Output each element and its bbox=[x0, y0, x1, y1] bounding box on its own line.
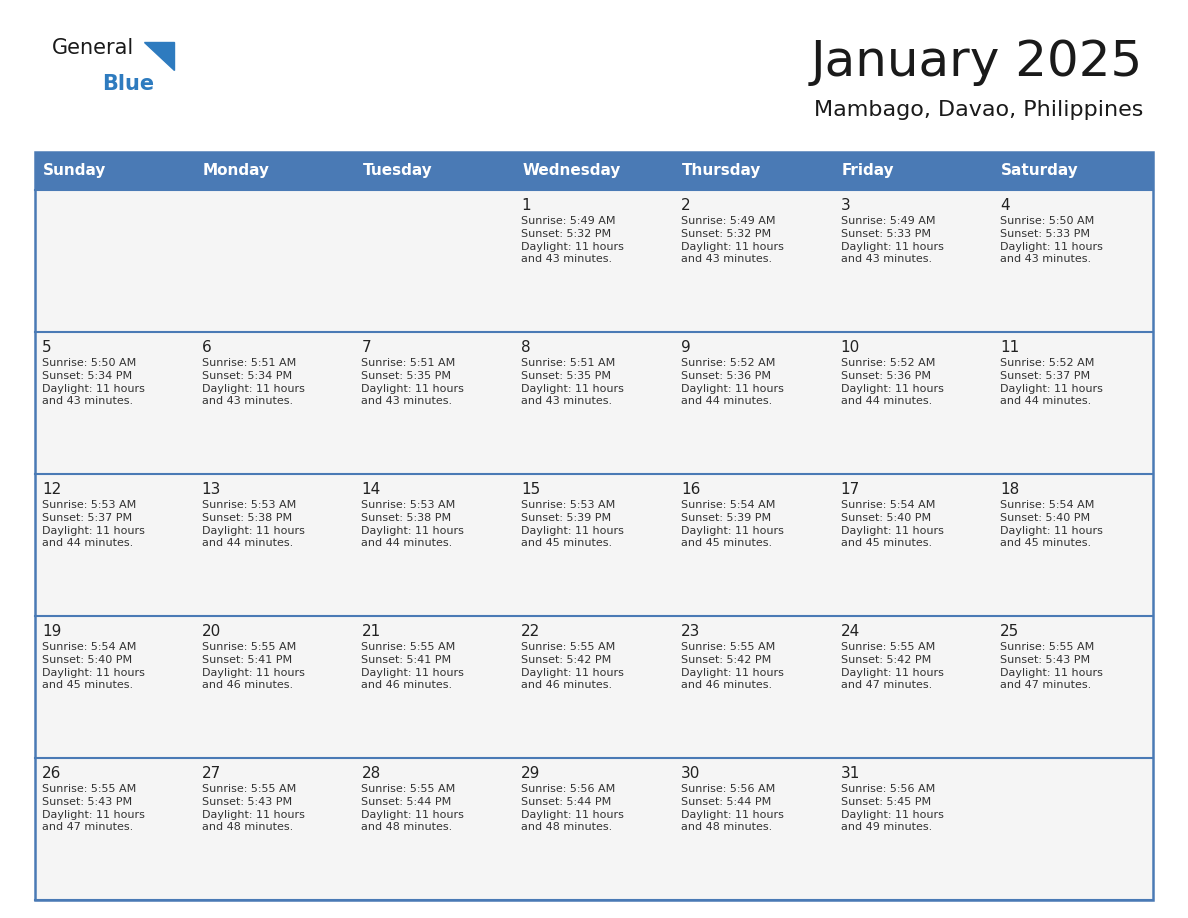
Text: Sunrise: 5:53 AM
Sunset: 5:38 PM
Daylight: 11 hours
and 44 minutes.: Sunrise: 5:53 AM Sunset: 5:38 PM Dayligh… bbox=[202, 500, 304, 548]
Text: 8: 8 bbox=[522, 340, 531, 355]
Text: Sunrise: 5:52 AM
Sunset: 5:36 PM
Daylight: 11 hours
and 44 minutes.: Sunrise: 5:52 AM Sunset: 5:36 PM Dayligh… bbox=[681, 358, 784, 407]
Bar bbox=[34, 152, 1154, 900]
Text: 21: 21 bbox=[361, 624, 380, 639]
Text: 31: 31 bbox=[841, 766, 860, 781]
Text: 2: 2 bbox=[681, 198, 690, 213]
Bar bbox=[34, 152, 1154, 190]
Text: Sunrise: 5:55 AM
Sunset: 5:43 PM
Daylight: 11 hours
and 47 minutes.: Sunrise: 5:55 AM Sunset: 5:43 PM Dayligh… bbox=[1000, 642, 1104, 690]
Text: Sunrise: 5:52 AM
Sunset: 5:36 PM
Daylight: 11 hours
and 44 minutes.: Sunrise: 5:52 AM Sunset: 5:36 PM Dayligh… bbox=[841, 358, 943, 407]
Text: Sunrise: 5:55 AM
Sunset: 5:41 PM
Daylight: 11 hours
and 46 minutes.: Sunrise: 5:55 AM Sunset: 5:41 PM Dayligh… bbox=[361, 642, 465, 690]
Text: Wednesday: Wednesday bbox=[523, 163, 620, 178]
Text: Monday: Monday bbox=[203, 163, 270, 178]
Text: 25: 25 bbox=[1000, 624, 1019, 639]
Text: Sunrise: 5:55 AM
Sunset: 5:42 PM
Daylight: 11 hours
and 47 minutes.: Sunrise: 5:55 AM Sunset: 5:42 PM Dayligh… bbox=[841, 642, 943, 690]
Text: Sunrise: 5:55 AM
Sunset: 5:41 PM
Daylight: 11 hours
and 46 minutes.: Sunrise: 5:55 AM Sunset: 5:41 PM Dayligh… bbox=[202, 642, 304, 690]
Text: 23: 23 bbox=[681, 624, 700, 639]
Bar bbox=[34, 758, 1154, 900]
Text: Sunrise: 5:55 AM
Sunset: 5:44 PM
Daylight: 11 hours
and 48 minutes.: Sunrise: 5:55 AM Sunset: 5:44 PM Dayligh… bbox=[361, 784, 465, 833]
Text: Sunrise: 5:49 AM
Sunset: 5:32 PM
Daylight: 11 hours
and 43 minutes.: Sunrise: 5:49 AM Sunset: 5:32 PM Dayligh… bbox=[681, 216, 784, 264]
Text: Sunrise: 5:55 AM
Sunset: 5:43 PM
Daylight: 11 hours
and 48 minutes.: Sunrise: 5:55 AM Sunset: 5:43 PM Dayligh… bbox=[202, 784, 304, 833]
Bar bbox=[34, 474, 1154, 616]
Text: Sunrise: 5:54 AM
Sunset: 5:39 PM
Daylight: 11 hours
and 45 minutes.: Sunrise: 5:54 AM Sunset: 5:39 PM Dayligh… bbox=[681, 500, 784, 548]
Text: 26: 26 bbox=[42, 766, 62, 781]
Text: 10: 10 bbox=[841, 340, 860, 355]
Text: 27: 27 bbox=[202, 766, 221, 781]
Text: 20: 20 bbox=[202, 624, 221, 639]
Text: General: General bbox=[52, 38, 134, 58]
Text: 29: 29 bbox=[522, 766, 541, 781]
Bar bbox=[34, 190, 1154, 332]
Text: Sunrise: 5:49 AM
Sunset: 5:32 PM
Daylight: 11 hours
and 43 minutes.: Sunrise: 5:49 AM Sunset: 5:32 PM Dayligh… bbox=[522, 216, 624, 264]
Text: 30: 30 bbox=[681, 766, 700, 781]
Text: 12: 12 bbox=[42, 482, 62, 497]
Bar bbox=[34, 616, 1154, 758]
Text: Sunrise: 5:49 AM
Sunset: 5:33 PM
Daylight: 11 hours
and 43 minutes.: Sunrise: 5:49 AM Sunset: 5:33 PM Dayligh… bbox=[841, 216, 943, 264]
Text: 5: 5 bbox=[42, 340, 51, 355]
Text: Sunrise: 5:53 AM
Sunset: 5:38 PM
Daylight: 11 hours
and 44 minutes.: Sunrise: 5:53 AM Sunset: 5:38 PM Dayligh… bbox=[361, 500, 465, 548]
Text: 22: 22 bbox=[522, 624, 541, 639]
Text: 19: 19 bbox=[42, 624, 62, 639]
Text: 17: 17 bbox=[841, 482, 860, 497]
Text: Sunrise: 5:55 AM
Sunset: 5:43 PM
Daylight: 11 hours
and 47 minutes.: Sunrise: 5:55 AM Sunset: 5:43 PM Dayligh… bbox=[42, 784, 145, 833]
Text: Saturday: Saturday bbox=[1001, 163, 1079, 178]
Text: 1: 1 bbox=[522, 198, 531, 213]
Text: Sunrise: 5:54 AM
Sunset: 5:40 PM
Daylight: 11 hours
and 45 minutes.: Sunrise: 5:54 AM Sunset: 5:40 PM Dayligh… bbox=[42, 642, 145, 690]
Text: Sunrise: 5:50 AM
Sunset: 5:34 PM
Daylight: 11 hours
and 43 minutes.: Sunrise: 5:50 AM Sunset: 5:34 PM Dayligh… bbox=[42, 358, 145, 407]
Text: Sunrise: 5:56 AM
Sunset: 5:45 PM
Daylight: 11 hours
and 49 minutes.: Sunrise: 5:56 AM Sunset: 5:45 PM Dayligh… bbox=[841, 784, 943, 833]
Text: Sunrise: 5:53 AM
Sunset: 5:37 PM
Daylight: 11 hours
and 44 minutes.: Sunrise: 5:53 AM Sunset: 5:37 PM Dayligh… bbox=[42, 500, 145, 548]
Text: Sunrise: 5:50 AM
Sunset: 5:33 PM
Daylight: 11 hours
and 43 minutes.: Sunrise: 5:50 AM Sunset: 5:33 PM Dayligh… bbox=[1000, 216, 1104, 264]
Text: Mambago, Davao, Philippines: Mambago, Davao, Philippines bbox=[814, 100, 1143, 120]
Text: 16: 16 bbox=[681, 482, 700, 497]
Text: Blue: Blue bbox=[102, 74, 154, 94]
Text: 7: 7 bbox=[361, 340, 371, 355]
Text: 3: 3 bbox=[841, 198, 851, 213]
Text: 4: 4 bbox=[1000, 198, 1010, 213]
Text: 14: 14 bbox=[361, 482, 380, 497]
Text: Friday: Friday bbox=[841, 163, 895, 178]
Text: Tuesday: Tuesday bbox=[362, 163, 432, 178]
Text: 24: 24 bbox=[841, 624, 860, 639]
Text: 9: 9 bbox=[681, 340, 690, 355]
Text: Thursday: Thursday bbox=[682, 163, 762, 178]
Text: Sunrise: 5:56 AM
Sunset: 5:44 PM
Daylight: 11 hours
and 48 minutes.: Sunrise: 5:56 AM Sunset: 5:44 PM Dayligh… bbox=[681, 784, 784, 833]
Text: Sunrise: 5:53 AM
Sunset: 5:39 PM
Daylight: 11 hours
and 45 minutes.: Sunrise: 5:53 AM Sunset: 5:39 PM Dayligh… bbox=[522, 500, 624, 548]
Text: Sunday: Sunday bbox=[43, 163, 107, 178]
Text: Sunrise: 5:51 AM
Sunset: 5:35 PM
Daylight: 11 hours
and 43 minutes.: Sunrise: 5:51 AM Sunset: 5:35 PM Dayligh… bbox=[361, 358, 465, 407]
Text: Sunrise: 5:55 AM
Sunset: 5:42 PM
Daylight: 11 hours
and 46 minutes.: Sunrise: 5:55 AM Sunset: 5:42 PM Dayligh… bbox=[681, 642, 784, 690]
Text: Sunrise: 5:52 AM
Sunset: 5:37 PM
Daylight: 11 hours
and 44 minutes.: Sunrise: 5:52 AM Sunset: 5:37 PM Dayligh… bbox=[1000, 358, 1104, 407]
Polygon shape bbox=[144, 42, 173, 70]
Text: 11: 11 bbox=[1000, 340, 1019, 355]
Bar bbox=[34, 332, 1154, 474]
Text: 28: 28 bbox=[361, 766, 380, 781]
Text: Sunrise: 5:51 AM
Sunset: 5:34 PM
Daylight: 11 hours
and 43 minutes.: Sunrise: 5:51 AM Sunset: 5:34 PM Dayligh… bbox=[202, 358, 304, 407]
Text: Sunrise: 5:54 AM
Sunset: 5:40 PM
Daylight: 11 hours
and 45 minutes.: Sunrise: 5:54 AM Sunset: 5:40 PM Dayligh… bbox=[1000, 500, 1104, 548]
Text: Sunrise: 5:55 AM
Sunset: 5:42 PM
Daylight: 11 hours
and 46 minutes.: Sunrise: 5:55 AM Sunset: 5:42 PM Dayligh… bbox=[522, 642, 624, 690]
Text: 6: 6 bbox=[202, 340, 211, 355]
Text: Sunrise: 5:56 AM
Sunset: 5:44 PM
Daylight: 11 hours
and 48 minutes.: Sunrise: 5:56 AM Sunset: 5:44 PM Dayligh… bbox=[522, 784, 624, 833]
Text: Sunrise: 5:54 AM
Sunset: 5:40 PM
Daylight: 11 hours
and 45 minutes.: Sunrise: 5:54 AM Sunset: 5:40 PM Dayligh… bbox=[841, 500, 943, 548]
Text: January 2025: January 2025 bbox=[810, 38, 1143, 86]
Text: 13: 13 bbox=[202, 482, 221, 497]
Text: 15: 15 bbox=[522, 482, 541, 497]
Text: Sunrise: 5:51 AM
Sunset: 5:35 PM
Daylight: 11 hours
and 43 minutes.: Sunrise: 5:51 AM Sunset: 5:35 PM Dayligh… bbox=[522, 358, 624, 407]
Text: 18: 18 bbox=[1000, 482, 1019, 497]
